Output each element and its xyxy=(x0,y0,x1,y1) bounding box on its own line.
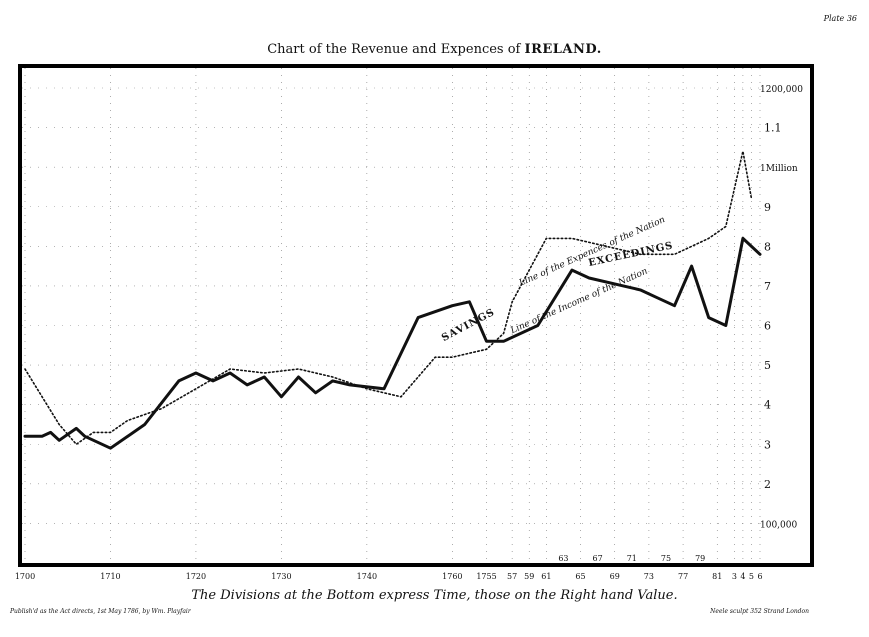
annotation-savings: SAVINGS xyxy=(440,307,497,344)
chart-caption: The Divisions at the Bottom express Time… xyxy=(191,588,678,603)
title-emphasis: IRELAND. xyxy=(524,42,602,57)
x-tick-label: 61 xyxy=(541,572,551,581)
chart-frame xyxy=(18,64,814,567)
y-tick-label: 7 xyxy=(764,280,771,293)
x-inner-tick-label: 67 xyxy=(593,554,603,563)
y-tick-label: 4 xyxy=(764,399,771,412)
y-tick-label: 1Million xyxy=(760,164,798,174)
y-tick-label: 9 xyxy=(764,201,771,214)
x-tick-label: 1730 xyxy=(271,572,291,581)
title-prefix: Chart of the Revenue and Expences of xyxy=(267,42,525,57)
x-tick-label: 1710 xyxy=(100,572,120,581)
plate-label: Plate 36 xyxy=(823,14,857,23)
x-tick-label: 4 xyxy=(740,572,745,581)
x-tick-label: 1700 xyxy=(15,572,35,581)
x-tick-label: 3 xyxy=(732,572,737,581)
x-tick-label: 1755 xyxy=(476,572,496,581)
y-tick-label: 5 xyxy=(764,359,771,372)
x-tick-label: 1720 xyxy=(186,572,206,581)
y-tick-label: 3 xyxy=(764,438,771,451)
y-tick-label: 1.1 xyxy=(764,122,782,135)
x-tick-label: 57 xyxy=(507,572,517,581)
expences-series-line xyxy=(24,150,753,446)
y-tick-label: 6 xyxy=(764,320,771,333)
x-tick-label: 5 xyxy=(749,572,754,581)
x-tick-label: 77 xyxy=(678,572,688,581)
y-tick-label: 1200,000 xyxy=(760,85,803,95)
y-tick-label: 100,000 xyxy=(760,520,797,530)
income-series-line xyxy=(23,236,762,450)
y-tick-label: 8 xyxy=(764,240,771,253)
x-tick-label: 59 xyxy=(524,572,534,581)
x-tick-label: 81 xyxy=(712,572,722,581)
x-inner-tick-label: 75 xyxy=(661,554,671,563)
x-tick-label: 65 xyxy=(575,572,585,581)
x-tick-label: 1740 xyxy=(357,572,377,581)
x-tick-label: 1760 xyxy=(442,572,462,581)
x-inner-tick-label: 79 xyxy=(695,554,705,563)
publisher-imprint: Publish'd as the Act directs, 1st May 17… xyxy=(10,608,191,615)
engraver-credit: Neele sculpt 352 Strand London xyxy=(710,608,809,615)
chart-title: Chart of the Revenue and Expences of IRE… xyxy=(0,42,869,57)
x-tick-label: 69 xyxy=(610,572,620,581)
x-inner-tick-label: 63 xyxy=(558,554,568,563)
x-inner-tick-label: 71 xyxy=(627,554,637,563)
x-tick-label: 6 xyxy=(757,572,762,581)
x-tick-label: 73 xyxy=(644,572,654,581)
y-tick-label: 2 xyxy=(764,478,771,491)
